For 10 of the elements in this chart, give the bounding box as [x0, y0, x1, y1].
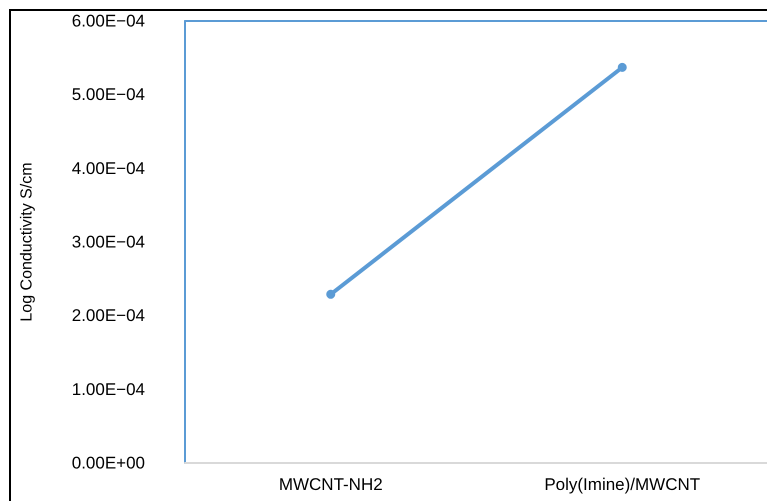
- y-tick-label: 2.00E−04: [72, 306, 145, 326]
- y-tick-label: 3.00E−04: [72, 232, 145, 252]
- y-tick-label: 4.00E−04: [72, 158, 145, 178]
- y-tick-label: 6.00E−04: [72, 12, 145, 30]
- x-tick-label: Poly(Imine)/MWCNT: [544, 475, 700, 494]
- y-tick-label: 0.00E+00: [72, 454, 145, 472]
- y-axis-title: Log Conductivity S/cm: [18, 162, 36, 322]
- x-tick-label: MWCNT-NH2: [278, 475, 383, 494]
- y-tick-label: 1.00E−04: [72, 380, 145, 399]
- y-tick-label: 5.00E−04: [72, 85, 145, 104]
